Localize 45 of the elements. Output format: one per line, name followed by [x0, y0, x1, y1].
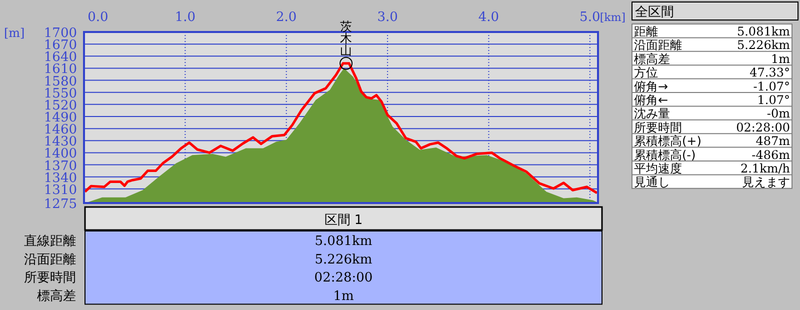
text: 47.33° — [750, 66, 790, 80]
text: 累積標高(-) — [634, 148, 696, 162]
text: 距離 — [634, 24, 658, 38]
x-tick-label: 1.0 — [174, 10, 196, 25]
text: 標高差 — [634, 52, 670, 66]
text: 2.1km/h — [740, 162, 790, 176]
text: 全区間 — [635, 5, 674, 20]
x-tick-label: 0.0 — [88, 10, 108, 25]
text: 所要時間 — [634, 120, 682, 134]
text: 俯角→ — [634, 79, 668, 94]
x-tick-label: 3.0 — [377, 10, 398, 25]
text: -1.07° — [753, 79, 790, 94]
text: 標高差 — [37, 288, 76, 304]
text: -486m — [752, 148, 791, 162]
text: 区間 1 — [324, 213, 363, 228]
text: 直線距離 — [24, 234, 76, 249]
text: 見えます — [742, 175, 790, 190]
text: 1.07° — [757, 93, 790, 107]
x-axis-title: [km] — [600, 11, 626, 24]
text: 俯角← — [634, 93, 668, 107]
text: 平均速度 — [634, 162, 682, 176]
y-tick-label: 1275 — [44, 197, 77, 212]
text: 沿面距離 — [24, 252, 76, 268]
text: 02:28:00 — [314, 270, 373, 286]
text: 5.081km — [314, 234, 372, 249]
text: 5.081km — [736, 24, 791, 38]
x-tick-label: 2.0 — [276, 10, 297, 25]
text: 487m — [756, 134, 791, 148]
text: 方位 — [634, 66, 658, 80]
x-tick-label: 4.0 — [478, 10, 500, 25]
text: 1m — [770, 52, 791, 66]
annotation: 茨木山 — [340, 19, 352, 58]
text: 02:28:00 — [736, 120, 790, 134]
y-tick-label: 1700 — [44, 26, 77, 41]
x-tick-label: 5.0 — [580, 10, 600, 25]
text: 5.226km — [736, 38, 791, 52]
text: 所要時間 — [24, 270, 76, 286]
text: 累積標高(+) — [634, 134, 702, 148]
text: 1m — [333, 288, 354, 304]
y-axis-title: [m] — [4, 26, 25, 40]
text: 沈み量 — [634, 106, 670, 121]
text: 見通し — [634, 175, 670, 190]
text: -0m — [766, 106, 791, 121]
text: 5.226km — [314, 252, 372, 268]
text: 沿面距離 — [634, 38, 682, 52]
